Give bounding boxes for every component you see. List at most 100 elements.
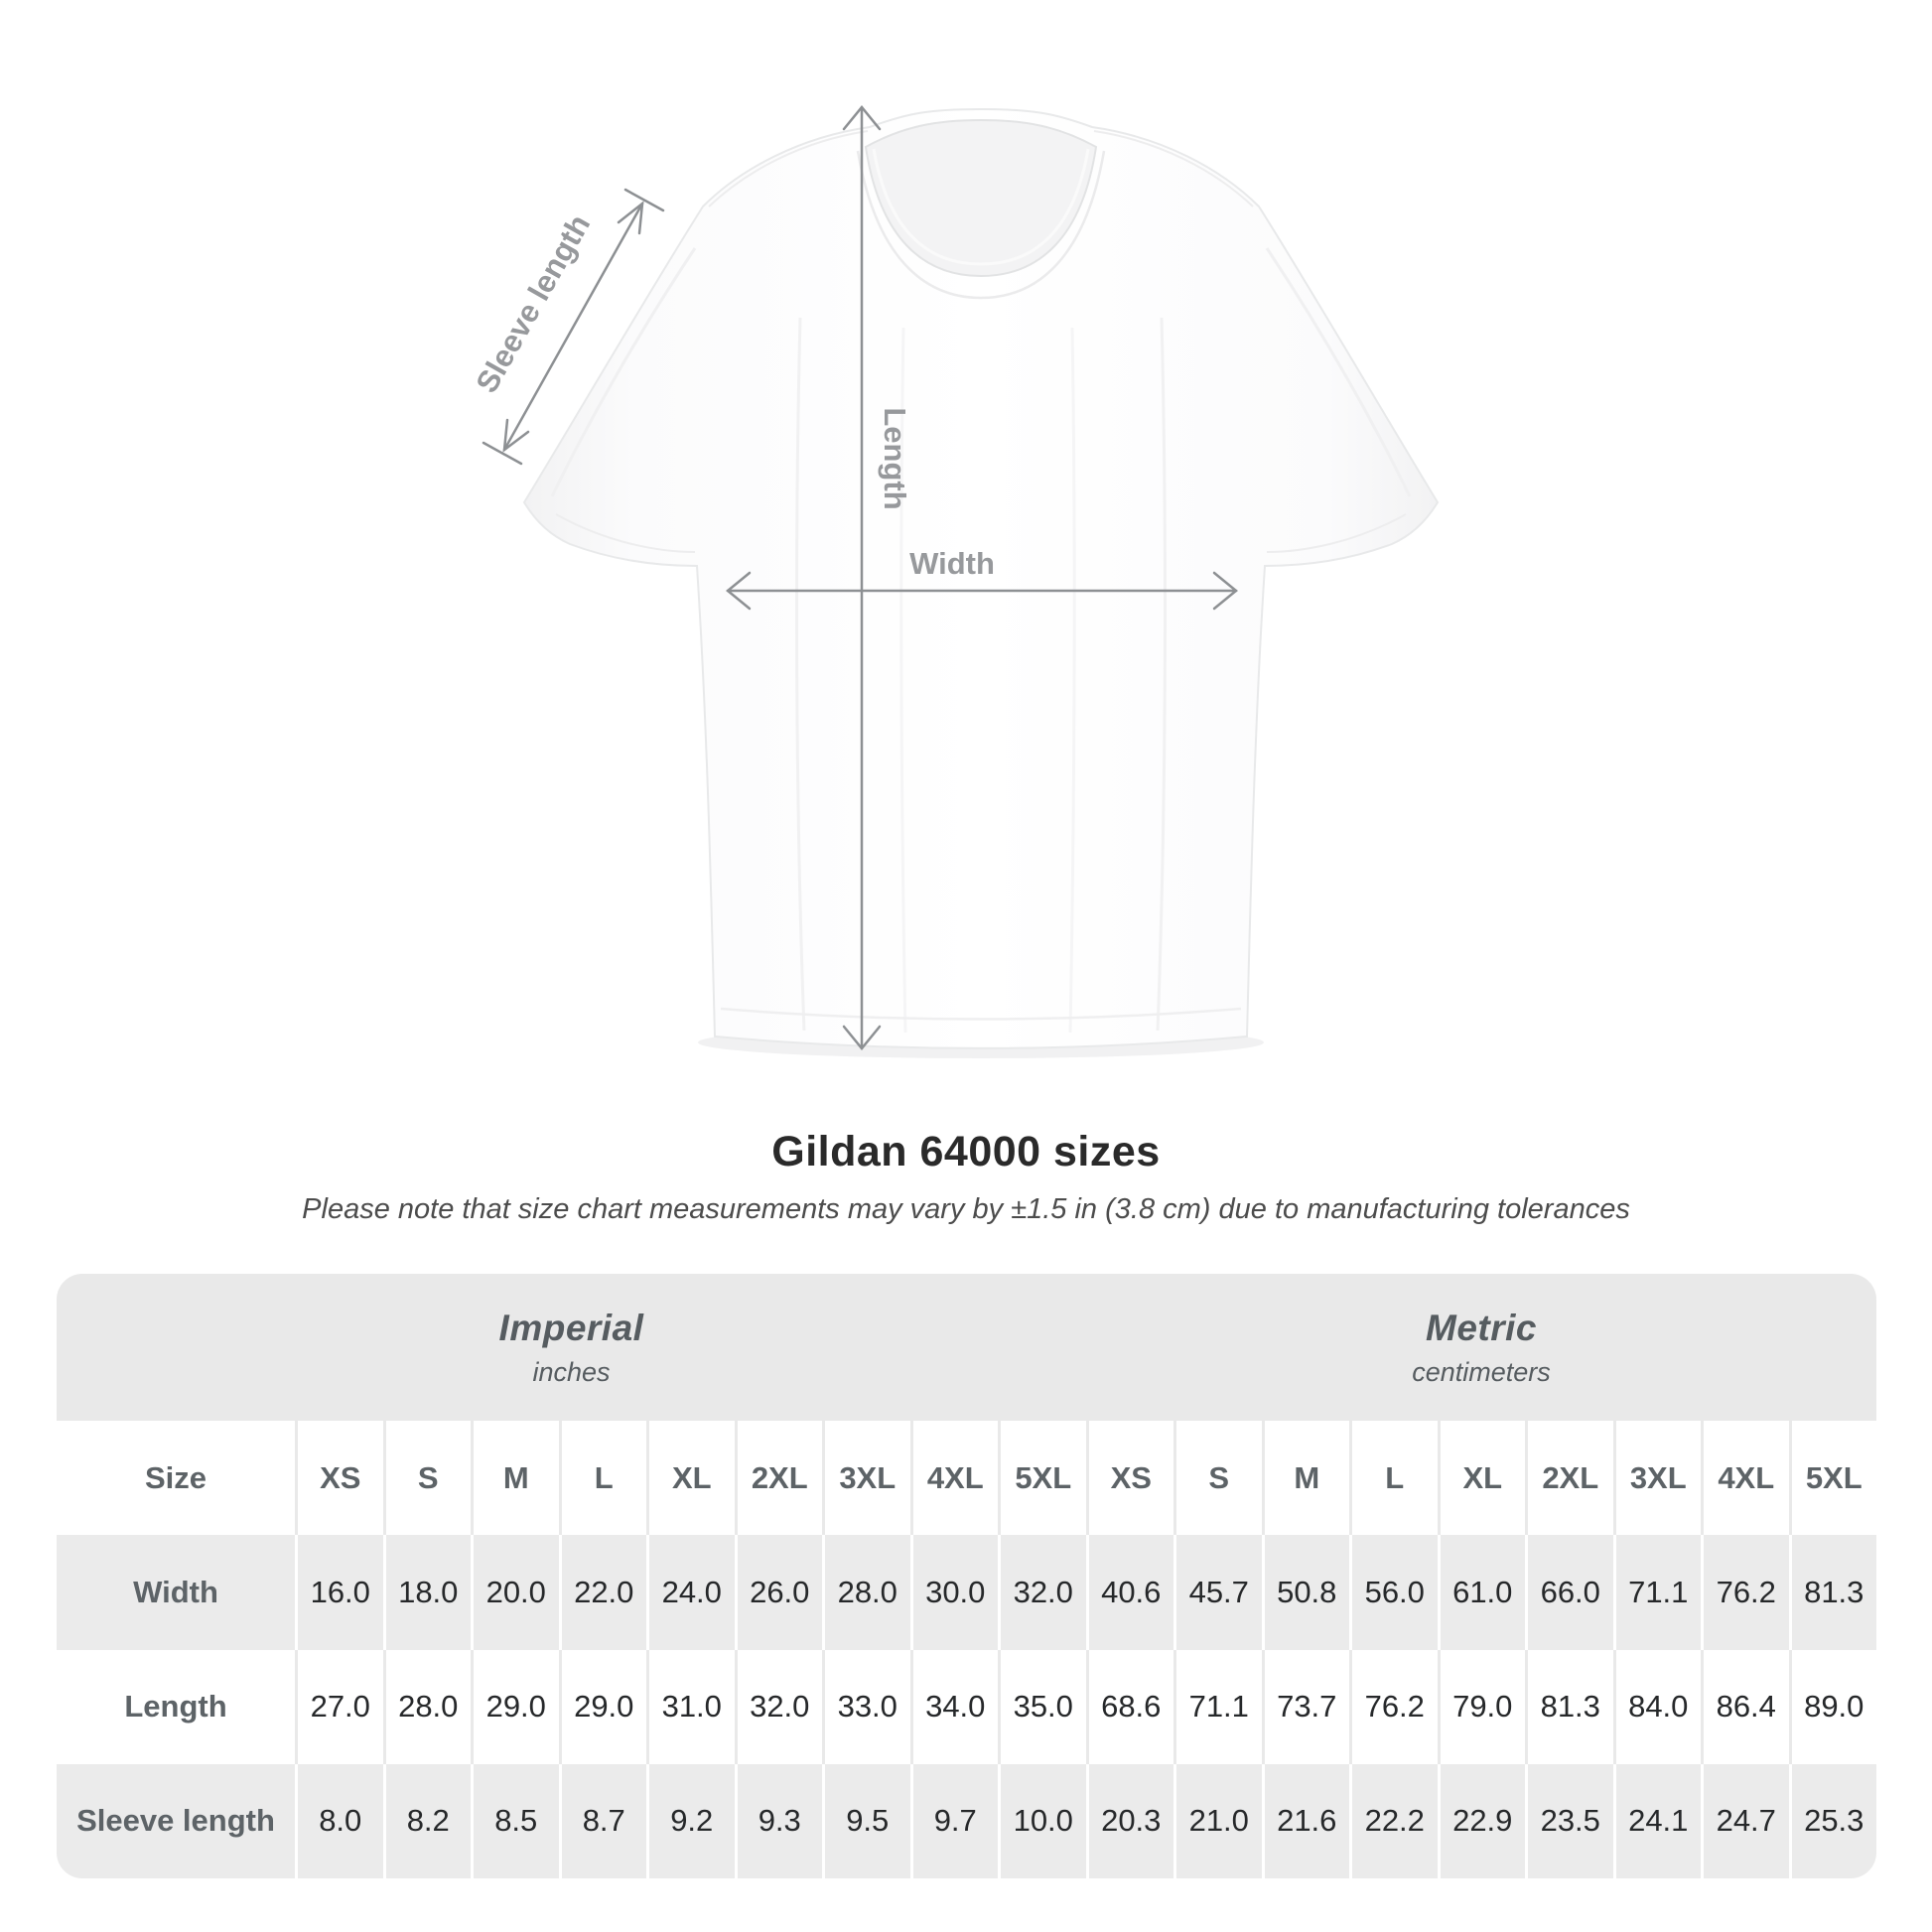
- table-cell: 76.2: [1349, 1649, 1438, 1764]
- table-cell: 31.0: [646, 1649, 735, 1764]
- table-cell: 24.1: [1612, 1763, 1701, 1878]
- table-cell: 71.1: [1173, 1649, 1262, 1764]
- table-cell: 33.0: [822, 1649, 910, 1764]
- table-cell: 8.2: [382, 1763, 471, 1878]
- table-cell: 76.2: [1701, 1535, 1789, 1650]
- table-cell: 32.0: [734, 1649, 822, 1764]
- arrow-downleft-icon: [502, 418, 530, 453]
- imperial-title: Imperial: [498, 1307, 644, 1348]
- size-col-header: L: [558, 1421, 646, 1536]
- table-cell: 20.0: [471, 1535, 559, 1650]
- table-cell: 24.0: [646, 1535, 735, 1650]
- table-cell: 16.0: [295, 1535, 383, 1650]
- width-row: Width 16.0 18.0 20.0 22.0 24.0 26.0 28.0…: [57, 1535, 1876, 1650]
- page-title: Gildan 64000 sizes: [771, 1128, 1161, 1175]
- table-cell: 66.0: [1525, 1535, 1613, 1650]
- table-cell: 84.0: [1612, 1649, 1701, 1764]
- table-cell: 81.3: [1788, 1535, 1876, 1650]
- table-cell: 22.9: [1437, 1763, 1525, 1878]
- sleeve-dimension-line: [502, 202, 644, 452]
- metric-header: Metric centimeters: [1086, 1274, 1876, 1421]
- arrow-up-icon: [842, 105, 882, 131]
- table-cell: 61.0: [1437, 1535, 1525, 1650]
- size-col-header: M: [471, 1421, 559, 1536]
- collar: [856, 118, 1106, 300]
- table-cell: 71.1: [1612, 1535, 1701, 1650]
- table-cell: 34.0: [909, 1649, 998, 1764]
- table-cell: 25.3: [1788, 1763, 1876, 1878]
- table-cell: 24.7: [1701, 1763, 1789, 1878]
- size-col-header: 4XL: [909, 1421, 998, 1536]
- size-col-header: 3XL: [1612, 1421, 1701, 1536]
- size-col-header: XS: [1085, 1421, 1173, 1536]
- table-cell: 8.7: [558, 1763, 646, 1878]
- table-cell: 26.0: [734, 1535, 822, 1650]
- table-cell: 10.0: [998, 1763, 1086, 1878]
- table-cell: 23.5: [1525, 1763, 1613, 1878]
- table-cell: 9.7: [909, 1763, 998, 1878]
- shirt-seams: [550, 130, 1412, 1034]
- tshirt-image: [522, 107, 1440, 1049]
- sleeve-end-tick: [482, 441, 523, 466]
- size-col-header: 5XL: [1788, 1421, 1876, 1536]
- size-col-header: XL: [1437, 1421, 1525, 1536]
- size-col-header: 4XL: [1701, 1421, 1789, 1536]
- table-cell: 29.0: [471, 1649, 559, 1764]
- table-cell: 28.0: [822, 1535, 910, 1650]
- size-header-row: Size XS S M L XL 2XL 3XL 4XL 5XL XS S M …: [57, 1421, 1876, 1536]
- arrow-down-icon: [842, 1025, 882, 1050]
- table-cell: 9.3: [734, 1763, 822, 1878]
- table-cell: 18.0: [382, 1535, 471, 1650]
- table-cell: 89.0: [1788, 1649, 1876, 1764]
- table-cell: 27.0: [295, 1649, 383, 1764]
- arrow-left-icon: [726, 571, 752, 611]
- sleeve-length-row: Sleeve length 8.0 8.2 8.5 8.7 9.2 9.3 9.…: [57, 1763, 1876, 1878]
- table-cell: 35.0: [998, 1649, 1086, 1764]
- table-cell: 30.0: [909, 1535, 998, 1650]
- size-col-header: S: [1173, 1421, 1262, 1536]
- table-cell: 73.7: [1261, 1649, 1349, 1764]
- imperial-header: Imperial inches: [57, 1274, 1086, 1421]
- tshirt-measurement-diagram: Sleeve length Length Width: [469, 105, 1440, 1058]
- table-cell: 28.0: [382, 1649, 471, 1764]
- table-cell: 56.0: [1349, 1535, 1438, 1650]
- size-col-header: 5XL: [998, 1421, 1086, 1536]
- size-col-header: XS: [295, 1421, 383, 1536]
- row-label: Width: [57, 1535, 295, 1650]
- table-cell: 68.6: [1085, 1649, 1173, 1764]
- table-cell: 22.2: [1349, 1763, 1438, 1878]
- imperial-unit: inches: [532, 1356, 611, 1387]
- sleeve-length-label: Sleeve length: [469, 208, 597, 398]
- size-chart-table: Imperial inches Metric centimeters Size …: [57, 1274, 1876, 1878]
- size-col-header: 2XL: [1525, 1421, 1613, 1536]
- table-cell: 21.6: [1261, 1763, 1349, 1878]
- arrow-right-icon: [1212, 571, 1238, 611]
- size-col-header: 2XL: [734, 1421, 822, 1536]
- table-cell: 20.3: [1085, 1763, 1173, 1878]
- size-col-header: M: [1261, 1421, 1349, 1536]
- table-cell: 21.0: [1173, 1763, 1262, 1878]
- unit-header-band: Imperial inches Metric centimeters: [57, 1274, 1876, 1421]
- table-cell: 8.0: [295, 1763, 383, 1878]
- table-cell: 50.8: [1261, 1535, 1349, 1650]
- size-col-header: S: [382, 1421, 471, 1536]
- length-row: Length 27.0 28.0 29.0 29.0 31.0 32.0 33.…: [57, 1649, 1876, 1764]
- row-label: Sleeve length: [57, 1763, 295, 1878]
- row-label: Length: [57, 1649, 295, 1764]
- table-cell: 86.4: [1701, 1649, 1789, 1764]
- table-cell: 9.2: [646, 1763, 735, 1878]
- sleeve-end-tick: [623, 188, 665, 212]
- length-label: Length: [878, 407, 912, 509]
- size-col-header: XL: [646, 1421, 735, 1536]
- size-col-header: L: [1349, 1421, 1438, 1536]
- size-label: Size: [57, 1421, 295, 1536]
- tolerance-note: Please note that size chart measurements…: [302, 1193, 1630, 1225]
- table-cell: 9.5: [822, 1763, 910, 1878]
- dimension-lines: [482, 105, 1238, 1050]
- width-label: Width: [909, 546, 995, 581]
- arrow-upright-icon: [617, 201, 644, 235]
- table-cell: 32.0: [998, 1535, 1086, 1650]
- metric-title: Metric: [1426, 1307, 1537, 1348]
- table-cell: 81.3: [1525, 1649, 1613, 1764]
